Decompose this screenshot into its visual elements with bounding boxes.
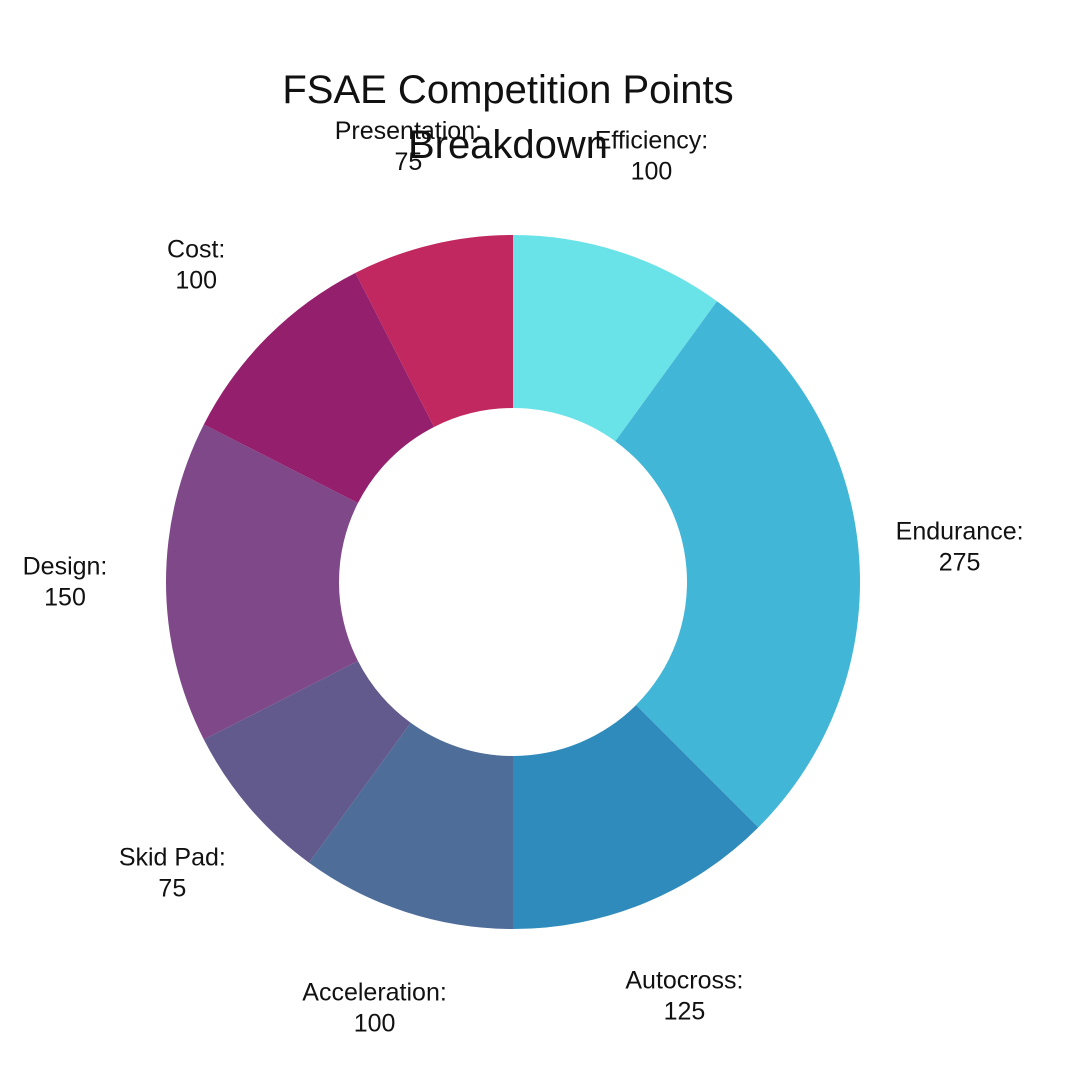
slice-label-name: Presentation: <box>335 117 482 145</box>
slice-label-endurance: Endurance: 275 <box>896 517 1024 576</box>
slice-label-name: Efficiency: <box>595 126 708 154</box>
slice-skid-pad <box>203 660 411 863</box>
slice-label-value: 100 <box>631 157 673 185</box>
slice-label-name: Acceleration: <box>302 979 447 1007</box>
slice-label-value: 100 <box>175 267 217 295</box>
slice-label-value: 75 <box>395 148 423 176</box>
chart-title: FSAE Competition Points Breakdown <box>0 63 1016 173</box>
slice-label-value: 100 <box>354 1010 396 1038</box>
slice-presentation <box>355 235 513 427</box>
slice-autocross <box>513 705 759 929</box>
slice-acceleration <box>309 722 513 929</box>
slice-efficiency <box>513 235 717 442</box>
slice-label-design: Design: 150 <box>23 553 108 612</box>
slice-label-value: 275 <box>939 548 981 576</box>
slice-labels: Efficiency: 100 Endurance: 275 Autocross: 125… <box>23 117 1024 1038</box>
slice-endurance <box>615 301 860 828</box>
slice-label-efficiency: Efficiency: 100 <box>595 126 708 185</box>
slice-label-skid-pad: Skid Pad: 75 <box>119 843 226 902</box>
donut-slices <box>166 235 860 929</box>
slice-label-name: Design: <box>23 553 108 581</box>
slice-label-value: 125 <box>664 997 706 1025</box>
slice-label-name: Cost: <box>167 236 225 264</box>
slice-label-name: Skid Pad: <box>119 843 226 871</box>
slice-label-autocross: Autocross: 125 <box>625 966 743 1025</box>
slice-label-value: 150 <box>44 584 86 612</box>
chart-title-line-2: Breakdown <box>407 122 609 167</box>
chart-title-line-1: FSAE Competition Points <box>282 67 734 112</box>
slice-design <box>166 424 358 740</box>
slice-label-name: Autocross: <box>625 966 743 994</box>
slice-label-name: Endurance: <box>896 517 1024 545</box>
slice-label-acceleration: Acceleration: 100 <box>302 979 447 1038</box>
slice-label-value: 75 <box>158 874 186 902</box>
slice-cost <box>203 272 435 504</box>
slice-label-presentation: Presentation: 75 <box>335 117 482 176</box>
slice-label-cost: Cost: 100 <box>167 236 225 295</box>
